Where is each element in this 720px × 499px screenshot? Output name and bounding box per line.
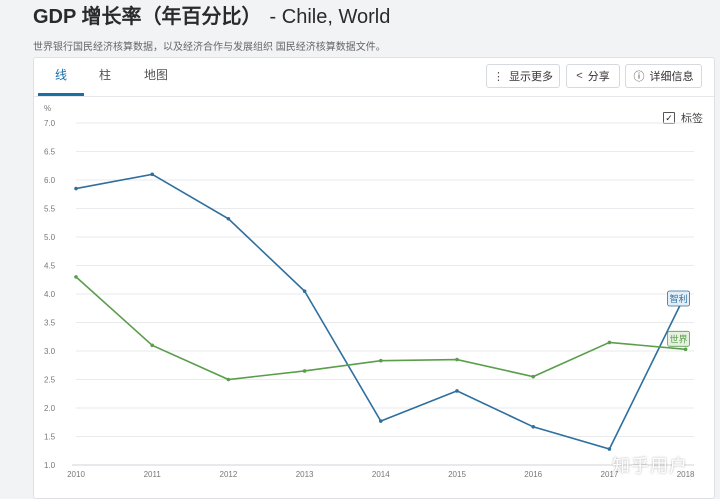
series-line-world bbox=[75, 276, 686, 381]
data-point bbox=[531, 374, 535, 379]
y-axis-label: % bbox=[44, 104, 51, 113]
series-end-label: 智利 bbox=[670, 293, 688, 304]
page-subtitle: - Chile, World bbox=[269, 6, 391, 28]
y-tick-label: 7.0 bbox=[44, 119, 56, 128]
details-button[interactable]: ⓘ 详细信息 bbox=[625, 64, 702, 88]
tab-map[interactable]: 地图 bbox=[143, 68, 168, 82]
x-tick-label: 2016 bbox=[524, 470, 542, 479]
data-point bbox=[455, 357, 459, 362]
show-more-label: 显示更多 bbox=[509, 71, 553, 83]
y-tick-label: 1.5 bbox=[44, 433, 56, 442]
data-point bbox=[531, 425, 535, 429]
x-tick-label: 2013 bbox=[296, 470, 314, 479]
data-point bbox=[302, 289, 307, 293]
data-point bbox=[302, 369, 307, 373]
y-tick-label: 2.0 bbox=[44, 404, 56, 413]
y-tick-label: 4.0 bbox=[44, 290, 56, 299]
y-tick-label: 6.5 bbox=[44, 148, 56, 157]
data-point bbox=[607, 447, 612, 451]
data-point bbox=[379, 419, 383, 423]
share-icon: < bbox=[576, 70, 583, 82]
x-tick-label: 2012 bbox=[220, 470, 238, 479]
x-tick-label: 2010 bbox=[67, 470, 85, 479]
y-tick-label: 5.5 bbox=[44, 205, 56, 214]
data-point bbox=[226, 216, 231, 221]
y-tick-label: 6.0 bbox=[44, 176, 56, 185]
tab-bar-chart[interactable]: 柱 bbox=[98, 68, 111, 82]
series-end-label-box bbox=[667, 290, 690, 307]
share-button[interactable]: < 分享 bbox=[566, 64, 620, 88]
data-point bbox=[150, 343, 154, 348]
data-point bbox=[74, 275, 78, 279]
data-point bbox=[455, 389, 459, 393]
x-tick-label: 2017 bbox=[601, 470, 619, 479]
x-tick-label: 2018 bbox=[677, 470, 695, 479]
tab-bar: 线 柱 地图 ⋮ 显示更多 < 分享 ⓘ 详细信息 bbox=[34, 58, 714, 97]
data-point bbox=[226, 377, 231, 382]
labels-toggle[interactable]: ✓ 标签 bbox=[663, 110, 703, 126]
details-label: 详细信息 bbox=[649, 71, 694, 83]
info-icon: ⓘ bbox=[633, 71, 645, 83]
series-end-label: 世界 bbox=[670, 333, 688, 344]
tab-line[interactable]: 线 bbox=[38, 58, 84, 96]
y-tick-label: 4.5 bbox=[44, 262, 56, 271]
y-tick-label: 1.0 bbox=[44, 461, 56, 470]
page-title-text: GDP 增长率（年百分比） bbox=[33, 6, 262, 28]
data-point bbox=[379, 358, 383, 363]
data-point bbox=[150, 172, 154, 177]
chart-panel: 线 柱 地图 ⋮ 显示更多 < 分享 ⓘ 详细信息 ✓ 标签 1.0 1.5 2.0… bbox=[33, 57, 715, 499]
share-label: 分享 bbox=[587, 71, 610, 83]
labels-toggle-label: 标签 bbox=[681, 113, 703, 125]
page-description: 世界银行国民经济核算数据，以及经济合作与发展组织 国民经济核算数据文件。 bbox=[33, 42, 386, 53]
x-tick-label: 2014 bbox=[372, 470, 390, 479]
y-tick-label: 3.5 bbox=[44, 319, 56, 328]
data-point bbox=[607, 340, 612, 345]
series-end-label-box bbox=[667, 330, 690, 347]
y-tick-label: 5.0 bbox=[44, 233, 56, 242]
y-tick-label: 2.5 bbox=[44, 376, 56, 385]
gdp-line-chart: 1.0 1.5 2.0 2.5 3.0 3.5 4.0 4.5 5.0 5.5 6.0 6.5 7.0%… bbox=[44, 104, 695, 479]
more-vertical-icon: ⋮ bbox=[493, 70, 504, 83]
y-tick-label: 3.0 bbox=[44, 347, 56, 356]
x-tick-label: 2015 bbox=[448, 470, 466, 479]
show-more-button[interactable]: ⋮ 显示更多 bbox=[486, 64, 560, 88]
watermark-text: 知乎用户 bbox=[612, 456, 688, 476]
data-point bbox=[74, 186, 78, 191]
x-tick-label: 2011 bbox=[144, 470, 162, 479]
page-title: GDP 增长率（年百分比） - Chile, World bbox=[33, 0, 390, 29]
data-point bbox=[683, 347, 688, 352]
